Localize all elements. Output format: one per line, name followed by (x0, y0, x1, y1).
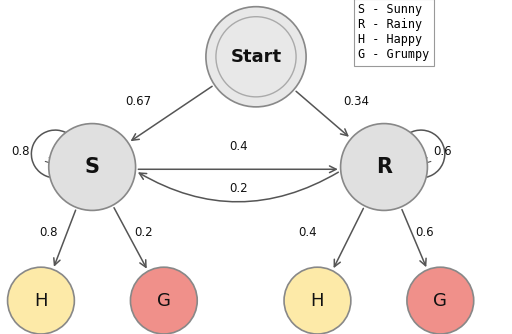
Text: Start: Start (230, 48, 282, 66)
Circle shape (8, 267, 74, 334)
Text: 0.4: 0.4 (229, 141, 247, 153)
Circle shape (49, 124, 136, 210)
Text: G: G (157, 292, 171, 310)
Text: 0.2: 0.2 (134, 226, 153, 238)
Text: 0.8: 0.8 (39, 226, 58, 238)
Text: G: G (433, 292, 447, 310)
Text: S: S (84, 157, 100, 177)
Text: H: H (34, 292, 48, 310)
Circle shape (407, 267, 474, 334)
Text: 0.2: 0.2 (229, 182, 247, 195)
Text: R: R (376, 157, 392, 177)
Text: 0.4: 0.4 (298, 226, 316, 238)
Text: 0.67: 0.67 (125, 96, 152, 108)
Text: H: H (311, 292, 324, 310)
Circle shape (340, 124, 428, 210)
Text: S - Sunny
R - Rainy
H - Happy
G - Grumpy: S - Sunny R - Rainy H - Happy G - Grumpy (358, 3, 430, 61)
Circle shape (206, 7, 306, 107)
Text: 0.6: 0.6 (434, 146, 452, 158)
Circle shape (284, 267, 351, 334)
Text: 0.34: 0.34 (343, 96, 369, 108)
Text: 0.8: 0.8 (11, 146, 30, 158)
Text: 0.6: 0.6 (416, 226, 434, 238)
Circle shape (131, 267, 197, 334)
